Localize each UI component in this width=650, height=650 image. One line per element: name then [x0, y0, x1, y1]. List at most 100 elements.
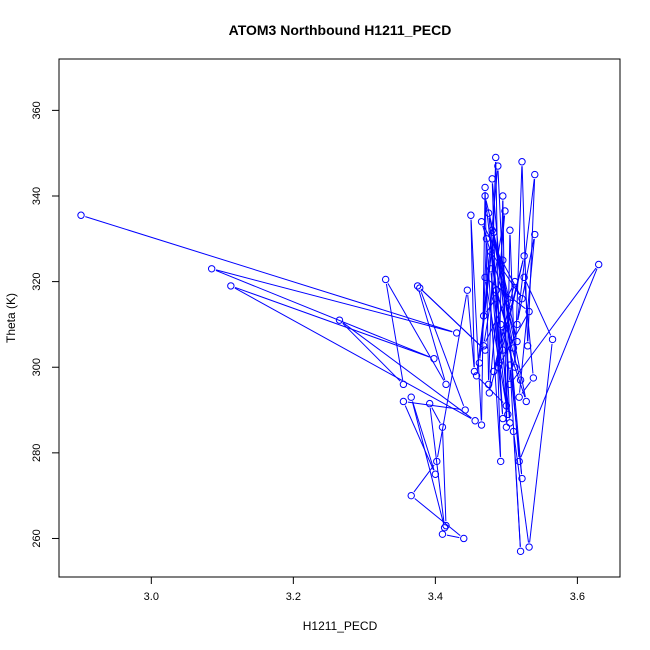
- data-point: [482, 235, 491, 243]
- series-segment: [470, 219, 475, 368]
- series-segment: [524, 281, 534, 374]
- data-point: [472, 372, 481, 380]
- data-point: [499, 414, 507, 423]
- series-segment: [529, 343, 553, 543]
- data-point: [494, 363, 502, 371]
- series-segment: [342, 322, 401, 382]
- x-tick-label: 3.6: [570, 591, 585, 603]
- data-point: [442, 380, 450, 389]
- x-axis: 3.0 3.2 3.4 3.6: [144, 577, 585, 603]
- y-tick-label: 340: [31, 187, 43, 205]
- data-point: [481, 192, 489, 200]
- data-point: [481, 183, 489, 192]
- data-point: [335, 316, 344, 324]
- data-point: [484, 380, 493, 389]
- data-point: [509, 344, 518, 352]
- series-segment: [488, 279, 526, 310]
- y-tick-label: 260: [31, 529, 43, 547]
- data-point: [511, 363, 519, 371]
- series-segment: [490, 273, 507, 402]
- data-point: [496, 457, 505, 466]
- data-point: [511, 277, 519, 286]
- data-point: [496, 320, 505, 329]
- data-point: [515, 457, 523, 466]
- y-tick-label: 320: [31, 272, 43, 290]
- data-point: [485, 389, 494, 397]
- data-point: [492, 295, 500, 303]
- data-point: [501, 207, 509, 215]
- data-point: [381, 275, 390, 284]
- data-point: [399, 397, 408, 406]
- series-segment: [517, 238, 535, 321]
- x-tick-label: 3.4: [428, 591, 443, 603]
- data-point: [594, 260, 603, 269]
- series-segment: [413, 464, 435, 493]
- y-tick-label: 300: [31, 358, 43, 376]
- data-point: [499, 192, 507, 200]
- data-point: [518, 474, 526, 483]
- data-point: [513, 337, 521, 346]
- data-point: [407, 393, 415, 401]
- series-segment: [422, 290, 483, 348]
- data-point: [430, 354, 438, 363]
- data-point: [481, 346, 489, 354]
- data-point: [506, 361, 514, 369]
- data-point: [477, 217, 486, 226]
- data-point: [506, 299, 514, 307]
- series-segment: [470, 219, 482, 421]
- data-point: [487, 247, 495, 256]
- series-segment: [407, 401, 461, 410]
- series-layer: [77, 153, 603, 556]
- x-tick-label: 3.0: [144, 591, 159, 603]
- data-point: [504, 410, 512, 419]
- data-point: [440, 524, 449, 532]
- series-segment: [418, 290, 446, 381]
- series-segment: [234, 286, 430, 358]
- data-point: [460, 534, 468, 543]
- data-point: [461, 406, 469, 414]
- x-tick-label: 3.2: [286, 591, 301, 603]
- series-segment: [429, 408, 445, 524]
- data-point: [522, 397, 530, 406]
- data-point: [488, 175, 496, 183]
- data-point: [499, 346, 507, 354]
- data-point: [479, 312, 488, 320]
- data-point: [506, 226, 514, 234]
- series-segment: [485, 200, 510, 299]
- data-point: [506, 380, 514, 389]
- data-point: [499, 256, 507, 264]
- data-point: [516, 547, 525, 556]
- data-point: [431, 470, 440, 478]
- data-point: [509, 427, 518, 436]
- series-segment: [412, 401, 435, 471]
- data-point: [399, 380, 408, 389]
- data-point: [438, 530, 447, 538]
- data-point: [518, 158, 526, 166]
- series-segment: [414, 498, 461, 537]
- data-point: [475, 359, 484, 367]
- data-point: [529, 374, 538, 382]
- data-point: [525, 543, 533, 551]
- series-segment: [404, 405, 435, 471]
- data-point: [442, 521, 450, 530]
- series-segment: [446, 534, 460, 539]
- data-point: [525, 307, 533, 316]
- series-segment: [492, 234, 514, 344]
- data-point: [531, 170, 539, 179]
- y-axis: 260 280 300 320 340 360: [31, 101, 59, 548]
- data-point: [479, 342, 488, 350]
- series-segment: [497, 294, 520, 376]
- data-point: [227, 282, 235, 290]
- series-segment: [431, 407, 441, 424]
- data-point: [495, 359, 503, 367]
- data-point: [506, 419, 514, 427]
- data-point: [520, 252, 528, 260]
- series-segment: [385, 283, 404, 381]
- data-point: [207, 265, 216, 273]
- data-point: [77, 211, 85, 219]
- y-tick-label: 280: [31, 444, 43, 462]
- series-segment: [517, 178, 535, 321]
- y-axis-label: Theta (K): [4, 293, 18, 343]
- series-segment: [411, 401, 444, 524]
